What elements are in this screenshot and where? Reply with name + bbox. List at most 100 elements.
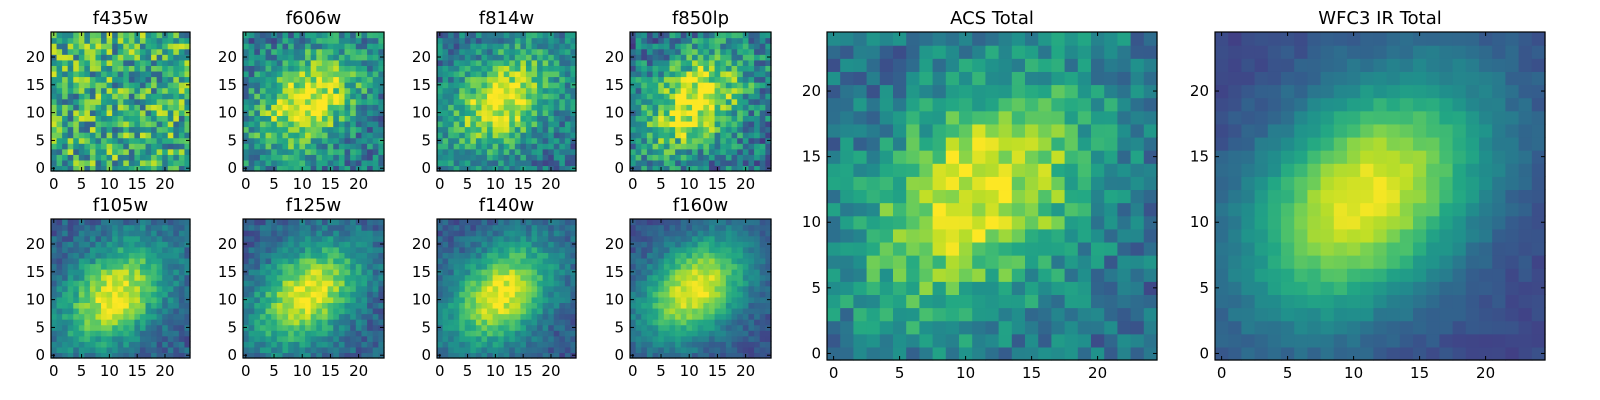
heatmap-cell	[156, 54, 163, 61]
axes-frame	[436, 218, 577, 359]
heatmap-cell	[442, 98, 449, 105]
heatmap-cell	[56, 43, 63, 50]
heatmap-cell	[509, 87, 516, 94]
heatmap-cell	[459, 257, 466, 265]
heatmap-cell	[498, 241, 505, 248]
heatmap-cell	[162, 37, 169, 44]
heatmap-cell	[327, 302, 334, 309]
x-tick-label: 10	[293, 362, 312, 380]
heatmap-cell	[128, 224, 135, 231]
heatmap-cell	[67, 137, 74, 144]
heatmap-cell	[145, 32, 152, 39]
heatmap-cell	[525, 252, 533, 259]
heatmap-cell	[525, 274, 533, 281]
heatmap-cell	[128, 165, 135, 172]
heatmap-cell	[459, 165, 466, 172]
heatmap-cell	[442, 230, 449, 237]
heatmap-cell	[78, 82, 85, 89]
heatmap-cell	[464, 54, 471, 61]
heatmap-cell	[708, 32, 716, 39]
heatmap-cell	[453, 109, 460, 116]
heatmap-cell	[570, 93, 577, 100]
heatmap-cell	[248, 319, 255, 326]
heatmap-cell	[464, 37, 471, 44]
heatmap-cell	[635, 330, 642, 337]
heatmap-cell	[675, 65, 682, 72]
heatmap-cell	[731, 120, 738, 128]
heatmap-cell	[145, 132, 152, 139]
heatmap-cell	[748, 93, 755, 100]
heatmap-cell	[675, 313, 682, 320]
heatmap-cell	[754, 76, 761, 83]
heatmap-cell	[514, 313, 521, 320]
heatmap-cell	[759, 352, 766, 359]
heatmap-cell	[669, 319, 676, 326]
heatmap-cell	[759, 165, 766, 172]
heatmap-cell	[271, 65, 278, 72]
heatmap-cell	[310, 65, 317, 72]
heatmap-cell	[95, 132, 102, 139]
heatmap-cell	[338, 307, 346, 315]
heatmap-cell	[156, 346, 163, 354]
heatmap-cell	[720, 285, 727, 292]
heatmap-cell	[548, 65, 555, 72]
y-tick-label: 15	[26, 76, 45, 94]
heatmap-cell	[470, 230, 477, 237]
heatmap-cell	[553, 280, 560, 287]
heatmap-cell	[378, 76, 385, 83]
heatmap-cell	[162, 346, 169, 354]
heatmap-cell	[305, 132, 312, 139]
heatmap-cell	[646, 330, 654, 337]
heatmap-cell	[570, 280, 577, 287]
heatmap-cell	[134, 335, 141, 342]
heatmap-cell	[635, 115, 642, 122]
heatmap-cell	[145, 93, 152, 100]
heatmap-cell	[475, 330, 483, 337]
heatmap-cell	[367, 115, 374, 122]
heatmap-cell	[67, 37, 74, 44]
heatmap-cell	[89, 324, 97, 331]
heatmap-cell	[117, 32, 124, 39]
heatmap-cell	[503, 70, 510, 78]
heatmap-cell	[293, 274, 300, 281]
heatmap-cell	[514, 252, 521, 259]
heatmap-cell	[630, 93, 637, 100]
heatmap-cell	[316, 43, 323, 50]
heatmap-cell	[254, 346, 261, 354]
heatmap-cell	[720, 48, 727, 55]
heatmap-cell	[56, 330, 63, 337]
heatmap-cell	[692, 319, 699, 326]
heatmap-cell	[492, 115, 499, 122]
heatmap-cell	[73, 159, 80, 167]
heatmap-cell	[459, 252, 466, 259]
heatmap-cell	[282, 341, 289, 348]
heatmap-cell	[525, 54, 533, 61]
heatmap-cell	[288, 324, 295, 331]
heatmap-cell	[367, 313, 374, 320]
heatmap-cell	[725, 104, 733, 111]
heatmap-cell	[481, 82, 488, 89]
heatmap-cell	[84, 104, 91, 111]
heatmap-cell	[367, 241, 374, 248]
heatmap-cell	[299, 143, 306, 150]
heatmap-cell	[442, 352, 449, 359]
heatmap-cell	[51, 143, 58, 150]
heatmap-cell	[635, 43, 642, 50]
heatmap-cell	[361, 346, 368, 354]
heatmap-cell	[663, 82, 671, 89]
x-tick-label: 20	[541, 362, 560, 380]
heatmap-cell	[553, 274, 560, 281]
heatmap-cell	[361, 296, 368, 303]
heatmap-cell	[492, 346, 499, 354]
heatmap-cell	[652, 82, 659, 89]
heatmap-cell	[442, 159, 449, 167]
heatmap-cell	[355, 307, 363, 315]
heatmap-cell	[542, 224, 549, 231]
heatmap-cell	[355, 82, 363, 89]
heatmap-cell	[73, 87, 80, 94]
heatmap-cell	[378, 59, 385, 66]
heatmap-cell	[112, 109, 119, 116]
heatmap-cell	[372, 65, 379, 72]
heatmap-cell	[646, 104, 654, 111]
heatmap-cell	[134, 120, 141, 128]
